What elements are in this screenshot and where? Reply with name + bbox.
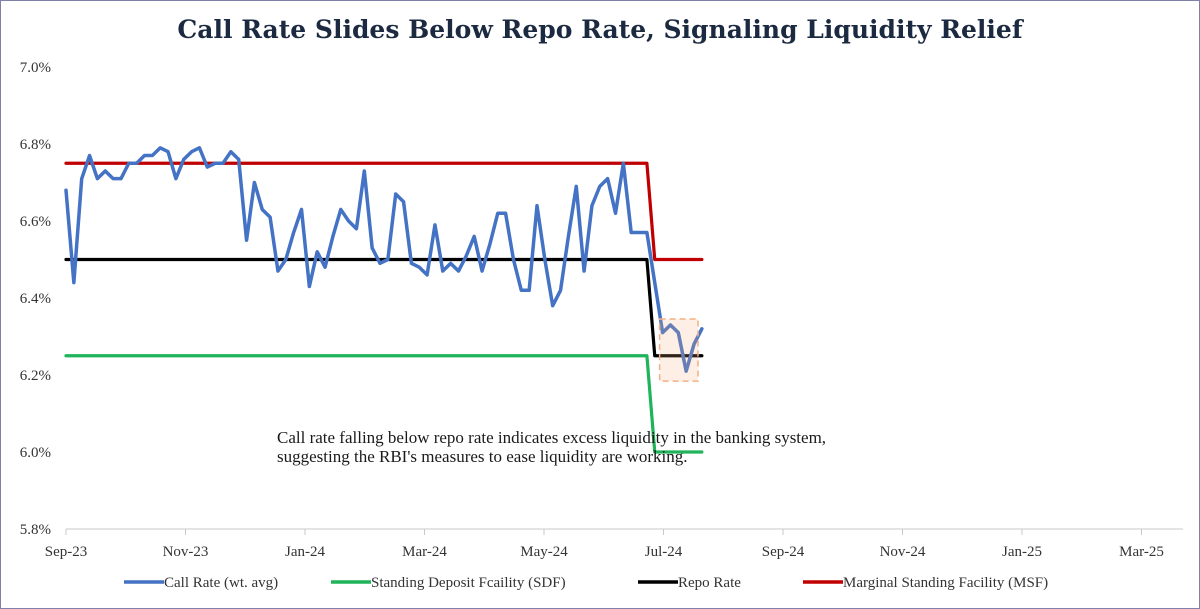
y-tick-label: 6.2% — [20, 368, 51, 384]
highlight-layer — [658, 318, 699, 382]
x-tick-label: Jan-24 — [285, 544, 325, 560]
legend: Call Rate (wt. avg) Standing Deposit Fcai… — [124, 575, 1048, 591]
x-tick-label: Mar-25 — [1119, 544, 1164, 560]
series-layer — [64, 146, 704, 454]
y-tick-label: 6.8% — [20, 137, 51, 153]
y-tick-label: 6.6% — [20, 214, 51, 230]
legend-label: Repo Rate — [678, 575, 741, 591]
series-line-repo-rate — [64, 257, 704, 358]
series-line-standing-deposit-fcaility-sdf — [64, 354, 704, 454]
annotation-text: Call rate falling below repo rate indica… — [277, 428, 827, 466]
legend-label: Standing Deposit Fcaility (SDF) — [371, 575, 566, 591]
x-tick-label: Jan-25 — [1002, 544, 1042, 560]
x-tick-label: Jul-24 — [645, 544, 683, 560]
y-tick-label: 7.0% — [20, 60, 51, 76]
axes: 7.0% 6.8% 6.6% 6.4% 6.2% 6.0% 5.8% Sep-23 Nov-23… — [20, 60, 1183, 560]
x-tick-label: Nov-24 — [880, 544, 926, 560]
x-tick-label: Nov-23 — [163, 544, 209, 560]
legend-label: Call Rate (wt. avg) — [164, 575, 278, 591]
x-tick-label: May-24 — [520, 544, 568, 560]
y-tick-label: 6.4% — [20, 291, 51, 307]
x-tick-label: Mar-24 — [402, 544, 447, 560]
x-tick-label: Sep-24 — [762, 544, 805, 560]
x-tick-label: Sep-23 — [45, 544, 88, 560]
legend-label: Marginal Standing Facility (MSF) — [843, 575, 1048, 591]
y-tick-label: 6.0% — [20, 445, 51, 461]
y-tick-label: 5.8% — [20, 522, 51, 538]
highlight-box — [658, 318, 699, 382]
series-line-call-rate-wt-avg — [64, 146, 704, 373]
chart-title: Call Rate Slides Below Repo Rate, Signal… — [177, 15, 1023, 44]
